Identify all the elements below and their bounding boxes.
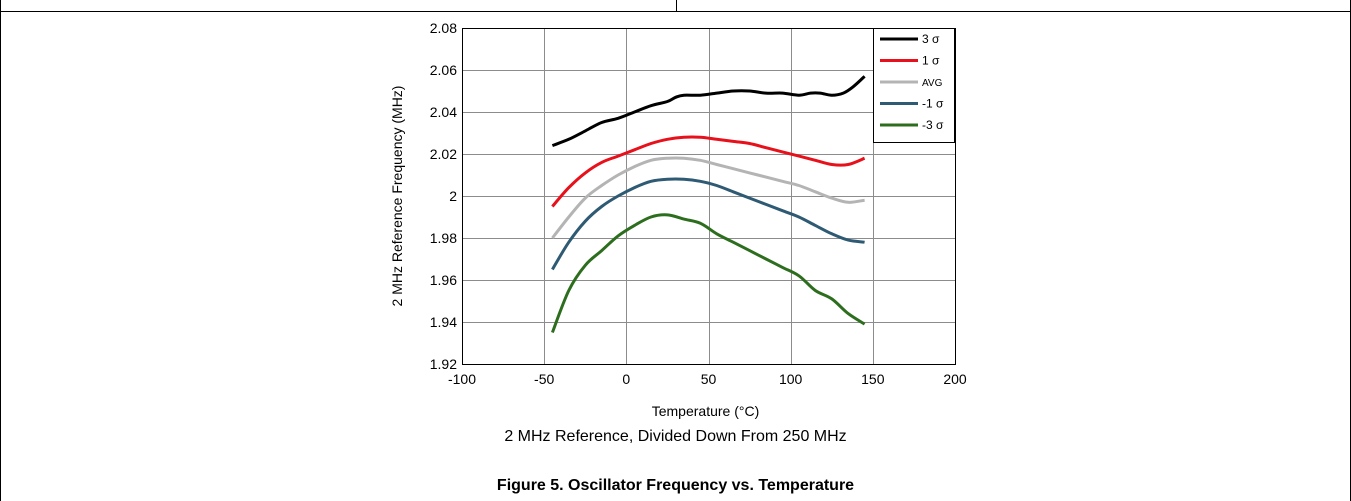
series-line-1-sigma <box>551 135 866 208</box>
y-tick-label: 1.98 <box>430 230 457 246</box>
y-tick-label: 2 <box>449 188 457 204</box>
x-tick-label: -100 <box>448 371 476 387</box>
x-tick-label: 100 <box>779 371 803 387</box>
series-line-3-sigma <box>551 75 866 147</box>
chart-subtitle: 2 MHz Reference, Divided Down From 250 M… <box>504 428 847 445</box>
series-line-3-sigma <box>551 213 866 334</box>
series-line-avg <box>551 156 865 239</box>
x-tick-label: 0 <box>622 371 630 387</box>
y-tick-label: 1.96 <box>430 272 457 288</box>
legend-label: -1 σ <box>922 97 944 111</box>
oscillator-frequency-chart: -100 -50 0 50 100 150 200 1.92 1.94 1.96 1.98 2 2.02… <box>389 20 967 419</box>
y-tick-label: 2.06 <box>430 62 457 78</box>
x-tick-label: 150 <box>861 371 885 387</box>
y-axis-label: 2 MHz Reference Frequency (MHz) <box>389 86 405 307</box>
legend-label: -3 σ <box>922 118 944 132</box>
figure-title: Figure 5. Oscillator Frequency vs. Tempe… <box>496 477 855 494</box>
y-tick-label: 1.92 <box>430 356 457 372</box>
legend: 3 σ 1 σ AVG -1 σ -3 σ <box>873 28 955 143</box>
y-tick-label: 2.08 <box>430 20 457 36</box>
series-line-1-sigma <box>551 177 865 271</box>
legend-label: AVG <box>922 78 943 89</box>
y-tick-label: 2.02 <box>430 146 457 162</box>
plot-area-border <box>462 28 956 365</box>
y-tick-label: 2.04 <box>430 104 457 120</box>
y-tick-label: 1.94 <box>430 314 457 330</box>
legend-label: 1 σ <box>922 54 940 68</box>
x-tick-label: -50 <box>534 371 554 387</box>
x-tick-label: 200 <box>943 371 967 387</box>
x-axis-label: Temperature (°C) <box>652 403 760 419</box>
x-tick-label: 50 <box>701 371 717 387</box>
legend-label: 3 σ <box>922 32 940 46</box>
